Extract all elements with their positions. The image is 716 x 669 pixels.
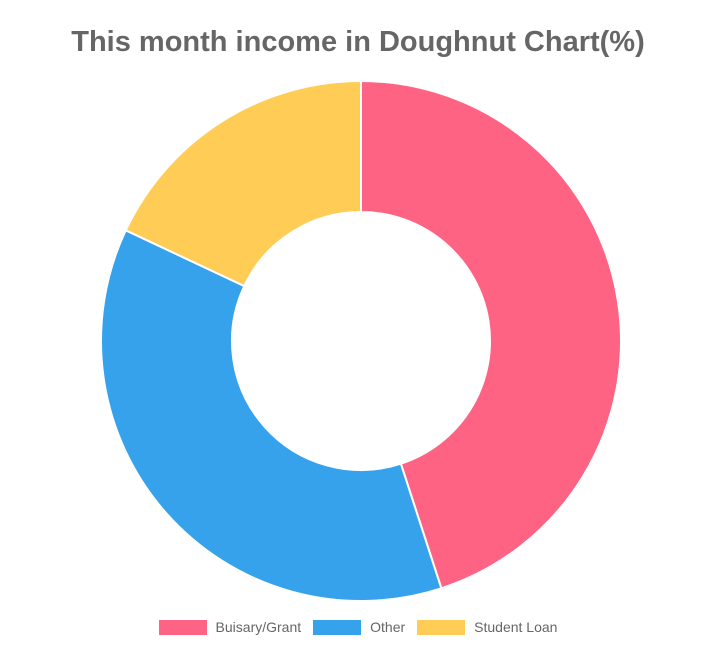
legend-item-buisary-grant[interactable]: Buisary/Grant [158, 618, 302, 636]
chart-legend: Buisary/Grant Other Student Loan [0, 618, 716, 636]
legend-swatch-student-loan [417, 619, 466, 635]
slice-student-loan[interactable] [124, 79, 362, 288]
legend-item-other[interactable]: Other [313, 618, 405, 636]
legend-item-student-loan[interactable]: Student Loan [417, 618, 557, 636]
legend-swatch-buisary-grant [158, 619, 207, 635]
slice-other[interactable] [100, 228, 443, 602]
slice-buisary-grant[interactable] [360, 79, 622, 590]
legend-swatch-other [313, 619, 362, 635]
legend-label-buisary-grant: Buisary/Grant [215, 619, 302, 635]
legend-label-other: Other [370, 619, 406, 635]
chart-title: This month income in Doughnut Chart(%) [71, 26, 645, 58]
legend-label-student-loan: Student Loan [474, 619, 558, 635]
